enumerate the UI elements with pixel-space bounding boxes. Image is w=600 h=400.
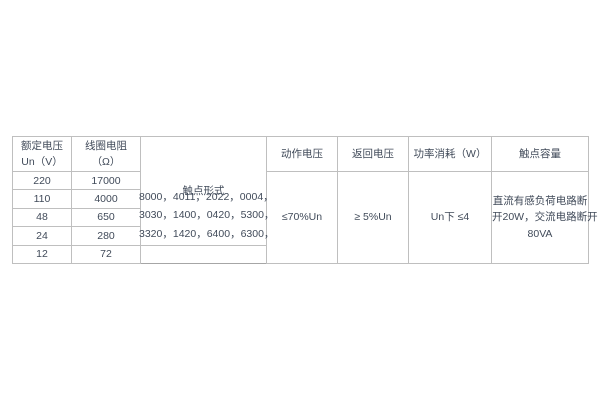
cell-coil-resistance: 4000 [71,189,141,209]
cell-coil-resistance: 17000 [71,170,141,191]
header-dropout-voltage: 返回电压 [337,136,409,172]
header-dropout-voltage-label: 返回电压 [352,147,394,160]
spec-table-container: 额定电压 Un（V） 线圈电阻 （Ω） 触点形式 动作电压 返回电压 功率消耗（ [12,136,598,264]
header-rated-voltage-line1: 额定电压 [21,139,63,152]
contact-capacity-line-2: 开20W，交流电路断开 [492,211,598,224]
table-row: 12 72 [12,244,589,264]
table-row: 110 4000 [12,189,589,209]
header-pickup-voltage: 动作电压 [266,136,338,172]
header-coil-resistance: 线圈电阻 （Ω） [71,136,141,172]
contact-form-line-1: 8000，4011，2022，0004， [139,191,274,203]
header-power-consumption-label: 功率消耗（W） [413,147,487,160]
cell-dropout-voltage: ≥ 5%Un [337,171,409,264]
header-rated-voltage-line2: Un（V） [21,156,63,168]
cell-coil-resistance: 280 [71,226,141,246]
header-contact-form-label: 触点形式 [182,184,225,197]
header-contact-capacity-label: 触点容量 [519,147,561,160]
cell-coil-resistance: 72 [71,244,141,264]
cell-rated-voltage: 48 [12,207,72,228]
table-row: 48 650 [12,207,589,228]
header-power-consumption: 功率消耗（W） [408,136,492,172]
contact-form-values: 8000，4011，2022，0004， 3030，1400，0420，5300… [139,188,275,243]
table-row: 220 17000 ≤70%Un ≥ 5%Un Un下 ≤4 直流有感负荷电路断… [12,170,598,264]
cell-rated-voltage: 110 [12,189,72,209]
cell-contact-capacity: 直流有感负荷电路断 开20W，交流电路断开 80VA [491,171,598,264]
contact-form-line-2: 3030，1400，0420，5300， [139,209,275,222]
header-contact-form: 触点形式 [140,136,267,246]
cell-rated-voltage: 220 [12,170,72,191]
contact-capacity-line-3: 80VA [527,227,553,240]
cell-rated-voltage: 24 [12,226,72,246]
header-rated-voltage: 额定电压 Un（V） [12,136,72,172]
cell-coil-resistance: 650 [71,207,141,228]
cell-power-consumption: Un下 ≤4 [408,171,492,264]
cell-rated-voltage: 12 [12,244,72,264]
contact-capacity-line-1: 直流有感负荷电路断 [492,195,588,208]
header-coil-resistance-line1: 线圈电阻 [85,139,127,152]
table-header-row: 额定电压 Un（V） 线圈电阻 （Ω） 触点形式 动作电压 返回电压 功率消耗（ [12,136,589,246]
header-contact-capacity: 触点容量 [491,136,589,172]
table-row: 24 280 [12,226,589,246]
header-coil-resistance-line2: （Ω） [91,156,121,168]
header-pickup-voltage-label: 动作电压 [281,147,323,160]
cell-pickup-voltage: ≤70%Un [266,171,338,264]
relay-specification-table: 额定电压 Un（V） 线圈电阻 （Ω） 触点形式 动作电压 返回电压 功率消耗（ [12,136,598,264]
contact-form-line-3: 3320，1420，6400，6300， [139,227,275,240]
